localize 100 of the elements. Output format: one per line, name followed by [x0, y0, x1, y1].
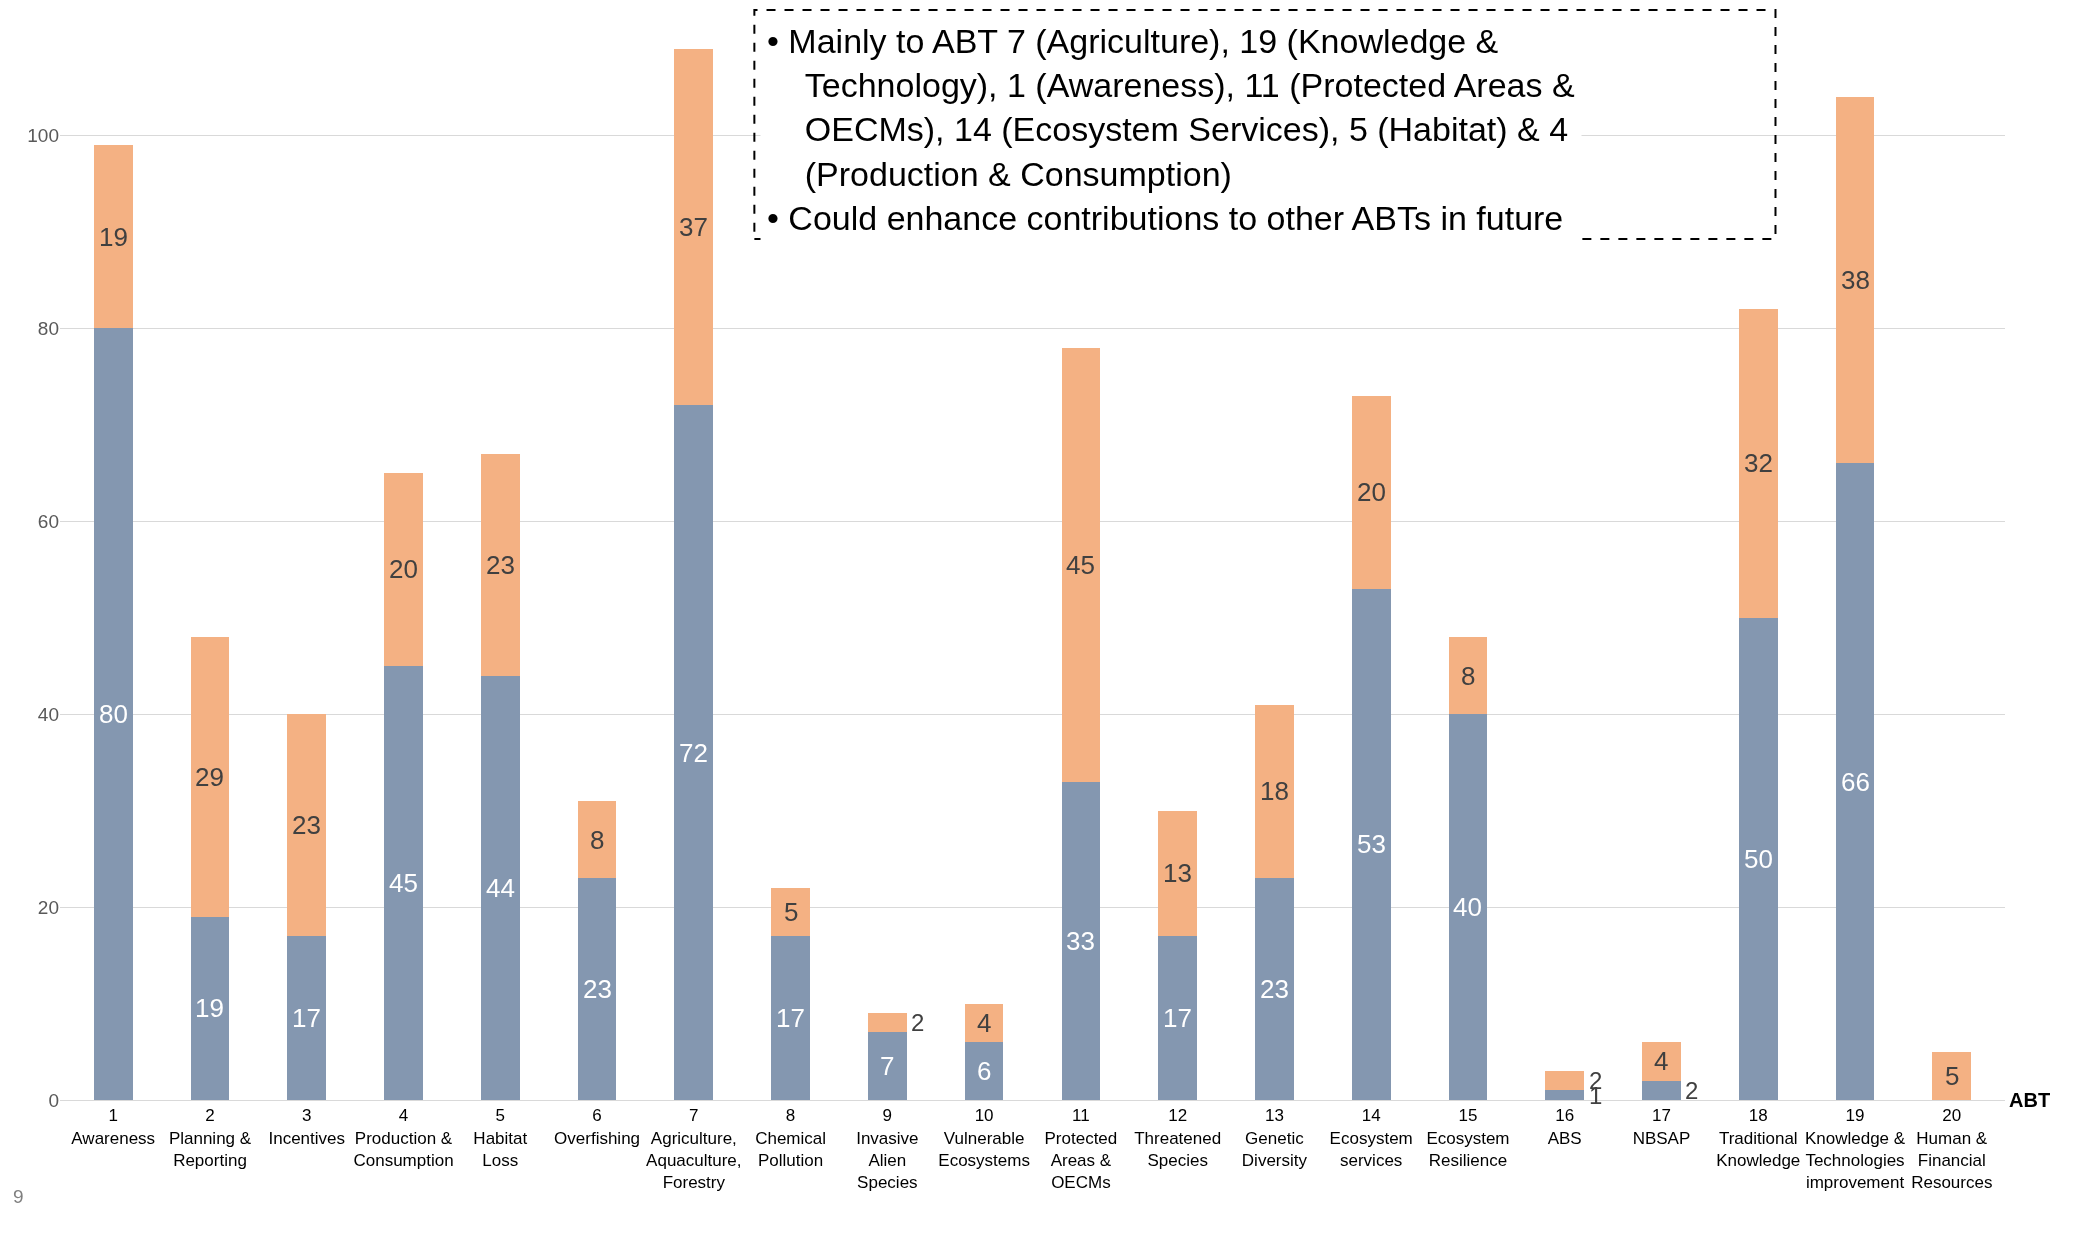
bar [1448, 714, 1488, 1100]
x-tick-label: 9 Invasive Alien Species [856, 1106, 919, 1192]
data-label: 2 [1685, 1077, 1699, 1104]
data-label: 4 [1654, 1046, 1669, 1076]
bar [93, 145, 133, 329]
x-tick-label: 16 ABS [1547, 1106, 1582, 1148]
data-label: 29 [195, 762, 224, 792]
x-tick-label: 3 Incentives [268, 1106, 346, 1148]
data-label: 72 [679, 738, 708, 768]
x-tick-label: 7 Agriculture, Aquaculture, Forestry [646, 1106, 742, 1192]
data-label: 23 [292, 810, 321, 840]
x-tick-label: 11 Protected Areas & OECMs [1044, 1106, 1118, 1192]
data-label: 38 [1841, 265, 1870, 295]
bar [868, 1013, 907, 1033]
data-label: 50 [1744, 844, 1773, 874]
data-label: 8 [1461, 661, 1476, 691]
x-tick-label: 12 Threatened Species [1134, 1106, 1222, 1170]
data-label: 45 [389, 868, 418, 898]
x-tick-label: 19 Knowledge & Technologies improvement [1804, 1106, 1906, 1192]
x-tick-label: 5 Habitat Loss [473, 1106, 528, 1170]
data-label: 17 [776, 1003, 805, 1033]
bar [287, 936, 327, 1100]
bar [674, 48, 714, 406]
bar [1738, 309, 1778, 618]
x-tick-label: 6 Overfishing [554, 1106, 641, 1148]
data-label: 53 [1357, 829, 1386, 859]
bar [771, 936, 810, 1100]
annotation: • Mainly to ABT 7 (Agriculture), 19 (Knowledge & Technology), 1 (Awareness), 11 (Protected Areas & OECMs), 14 (Ecosystem Services), 5 (Habitat) & 4 (Production & Consumption) [767, 22, 1575, 193]
x-tick-label: 4 Production & Consumption [353, 1106, 454, 1170]
bar [190, 916, 230, 1100]
data-label: 40 [1453, 892, 1482, 922]
data-label: 20 [1357, 477, 1386, 507]
data-label: 32 [1744, 448, 1773, 478]
data-label: 23 [486, 550, 515, 580]
data-label: 18 [1260, 776, 1289, 806]
y-tick-label: 100 [27, 125, 59, 147]
y-tick-label: 80 [37, 317, 59, 339]
x-tick-label: 14 Ecosystem services [1329, 1106, 1413, 1170]
data-label: 23 [1260, 974, 1289, 1004]
data-label: 80 [99, 699, 128, 729]
bar [384, 665, 423, 1100]
bar [771, 887, 810, 937]
x-tick-label: 2 Planning & Reporting [168, 1106, 252, 1170]
data-label: 6 [977, 1056, 992, 1086]
data-label: 7 [880, 1051, 895, 1081]
bar [577, 878, 617, 1100]
data-label: 37 [679, 212, 708, 242]
data-label: 23 [583, 974, 612, 1004]
x-tick-label: 13 Genetic Diversity [1241, 1106, 1308, 1170]
bar [190, 636, 230, 917]
bar [1255, 878, 1294, 1100]
bar [577, 800, 617, 879]
data-label: 2 [911, 1009, 925, 1036]
x-tick-label: 18 Traditional Knowledge [1716, 1106, 1801, 1170]
data-label: 19 [99, 222, 128, 252]
x-tick-label: 17 NBSAP [1632, 1106, 1691, 1148]
annotation: • Could enhance contributions to other ABTs in future [767, 198, 1564, 237]
bar [868, 1032, 907, 1100]
data-label: 5 [1945, 1061, 1960, 1091]
data-label: 20 [389, 554, 418, 584]
bar [1255, 704, 1294, 879]
data-label: 8 [590, 825, 605, 855]
bar [93, 328, 133, 1100]
bar [1835, 96, 1875, 464]
bar [1545, 1071, 1585, 1091]
bar [1932, 1051, 1972, 1100]
x-tick-label: 8 Chemical Pollution [755, 1106, 827, 1170]
bar [1448, 636, 1488, 715]
y-tick-label: 40 [37, 703, 59, 725]
bar [964, 1042, 1004, 1100]
data-label: 17 [1163, 1003, 1192, 1033]
bar [1061, 781, 1101, 1100]
y-tick-label: 60 [37, 510, 59, 532]
x-tick-label: 10 Vulnerable Ecosystems [938, 1106, 1030, 1170]
x-tick-label: 15 Ecosystem Resilience [1426, 1106, 1510, 1170]
bar [1642, 1042, 1681, 1081]
bar [1158, 810, 1197, 937]
bar [1061, 347, 1101, 782]
bar [1545, 1090, 1585, 1100]
data-label: 45 [1066, 550, 1095, 580]
bar [1835, 463, 1875, 1100]
bar [384, 473, 423, 666]
data-label: 19 [195, 993, 224, 1023]
x-tick-label: 20 Human & Financial Resources [1911, 1106, 1993, 1192]
x-axis-title: ABT [2009, 1089, 2051, 1111]
bar [480, 453, 520, 676]
data-label: 13 [1163, 858, 1192, 888]
data-label: 4 [977, 1008, 992, 1038]
bar [674, 405, 714, 1100]
data-label: 33 [1066, 926, 1095, 956]
text: 9 [13, 1186, 24, 1207]
bar [1158, 936, 1197, 1100]
data-label: 44 [486, 873, 515, 903]
bar [1351, 588, 1391, 1100]
bar [287, 714, 327, 937]
bar [1642, 1080, 1681, 1100]
bar [480, 675, 520, 1100]
y-tick-label: 0 [48, 1089, 59, 1111]
data-label: 66 [1841, 767, 1870, 797]
bar [1738, 617, 1778, 1100]
